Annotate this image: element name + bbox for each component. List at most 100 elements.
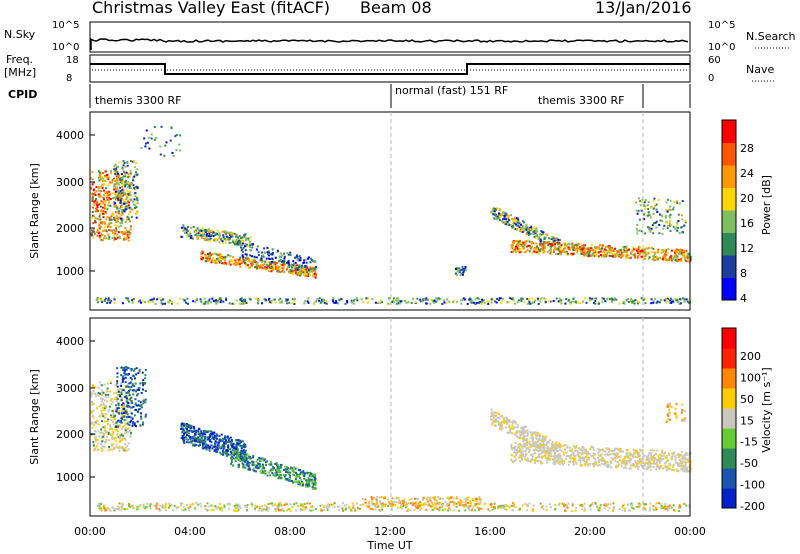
data-cell: [133, 187, 136, 190]
data-cell: [251, 261, 254, 264]
data-cell: [135, 373, 138, 376]
data-cell: [312, 482, 315, 485]
data-cell: [569, 248, 572, 251]
data-cell: [460, 302, 463, 305]
data-cell: [584, 244, 586, 247]
data-cell: [307, 476, 310, 479]
data-cell: [565, 250, 568, 253]
data-cell: [553, 244, 556, 247]
data-cell: [229, 234, 232, 237]
data-cell: [524, 240, 527, 243]
data-cell: [552, 250, 555, 253]
data-cell: [223, 438, 226, 441]
data-cell: [126, 398, 129, 401]
data-cell: [594, 463, 597, 466]
data-cell: [116, 367, 119, 370]
data-cell: [96, 206, 99, 209]
data-cell: [514, 249, 517, 252]
data-cell: [305, 265, 308, 268]
data-cell: [144, 145, 147, 148]
data-cell: [346, 300, 349, 302]
data-cell: [675, 251, 678, 254]
nsky-label: N.Sky: [4, 28, 36, 41]
data-cell: [202, 431, 205, 434]
data-cell: [136, 404, 139, 407]
data-cell: [296, 268, 299, 271]
data-cell: [128, 184, 131, 187]
data-cell: [518, 251, 521, 254]
data-cell: [520, 229, 523, 232]
data-cell: [521, 226, 524, 229]
data-cell: [688, 302, 691, 305]
data-cell: [284, 478, 287, 480]
data-cell: [674, 458, 677, 461]
data-cell: [672, 256, 675, 259]
data-cell: [635, 201, 637, 204]
data-cell: [678, 454, 681, 457]
data-cell: [117, 411, 120, 414]
data-cell: [652, 300, 655, 303]
data-cell: [134, 173, 137, 176]
data-cell: [433, 299, 436, 302]
data-cell: [577, 243, 580, 246]
data-cell: [520, 427, 523, 429]
data-cell: [136, 198, 139, 201]
data-cell: [548, 241, 551, 244]
data-cell: [514, 422, 517, 425]
data-cell: [281, 267, 284, 270]
data-cell: [275, 471, 278, 474]
data-cell: [108, 219, 111, 221]
data-cell: [405, 301, 408, 304]
data-cell: [285, 299, 288, 302]
data-cell: [625, 448, 628, 451]
data-cell: [533, 230, 536, 232]
data-cell: [141, 371, 144, 374]
data-cell: [232, 464, 235, 467]
data-cell: [634, 460, 637, 462]
data-cell: [169, 139, 172, 142]
data-cell: [101, 400, 103, 403]
data-cell: [186, 297, 189, 300]
data-cell: [248, 467, 251, 470]
data-cell: [653, 457, 656, 460]
data-cell: [121, 178, 124, 181]
data-cell: [115, 404, 117, 407]
data-cell: [584, 253, 587, 256]
data-cell: [665, 215, 668, 218]
data-cell: [278, 473, 281, 476]
data-cell: [497, 420, 500, 423]
data-cell: [279, 297, 282, 300]
data-cell: [251, 259, 254, 261]
data-cell: [218, 435, 221, 437]
data-cell: [281, 254, 284, 257]
data-cell: [515, 240, 518, 243]
data-cell: [229, 448, 232, 450]
data-cell: [271, 252, 274, 255]
data-cell: [184, 232, 186, 235]
data-cell: [533, 235, 536, 238]
data-cell: [110, 222, 113, 224]
data-cell: [114, 202, 117, 205]
data-cell: [625, 299, 628, 302]
data-cell: [535, 434, 537, 437]
data-cell: [121, 233, 124, 236]
data-cell: [111, 181, 113, 184]
data-cell: [243, 234, 246, 237]
data-cell: [536, 230, 539, 233]
data-cell: [125, 392, 128, 394]
data-cell: [106, 423, 109, 426]
data-cell: [634, 455, 637, 458]
data-cell: [121, 208, 123, 211]
data-cell: [108, 439, 110, 441]
data-cell: [494, 411, 497, 414]
data-cell: [630, 297, 633, 300]
data-cell: [187, 226, 189, 228]
data-cell: [410, 301, 413, 304]
data-cell: [600, 254, 602, 256]
data-cell: [126, 422, 129, 425]
data-cell: [98, 187, 101, 190]
data-cell: [503, 211, 506, 214]
data-cell: [305, 261, 308, 264]
data-cell: [622, 251, 625, 254]
data-cell: [196, 297, 199, 300]
